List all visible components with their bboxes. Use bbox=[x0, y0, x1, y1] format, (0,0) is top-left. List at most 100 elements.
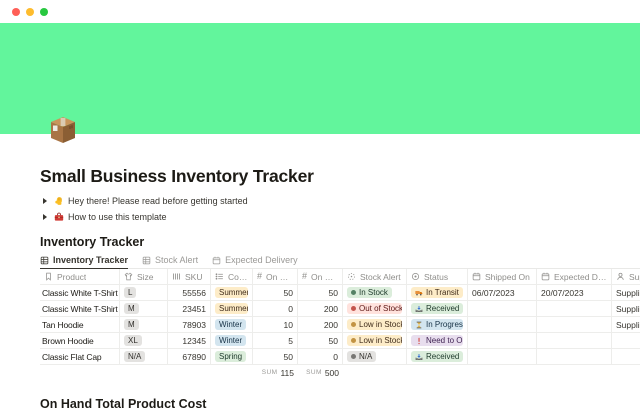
cell-product[interactable]: Tan Hoodie bbox=[40, 317, 120, 332]
table-row[interactable]: Brown Hoodie XL 12345 Winter 5 50 Low in Stock… bbox=[40, 333, 640, 349]
cell-supplier[interactable]: Supplier bbox=[612, 317, 640, 332]
table-header-row: ProductSizeSKUCollection#On Hand#On Orde… bbox=[40, 269, 640, 285]
column-header-stock_alert[interactable]: Stock Alert bbox=[343, 269, 407, 284]
cell-value: 67890 bbox=[182, 351, 206, 362]
cell-shipped_on[interactable] bbox=[468, 333, 537, 348]
table-row[interactable]: Classic Flat Cap N/A 67890 Spring 50 0 N/A Rece… bbox=[40, 349, 640, 365]
cell-sku[interactable]: 78903 bbox=[168, 317, 211, 332]
cell-on_order[interactable]: 200 bbox=[298, 317, 343, 332]
status-tag: Received bbox=[411, 351, 463, 362]
cell-sku[interactable]: 55556 bbox=[168, 285, 211, 300]
cell-stock_alert[interactable]: Low in Stock bbox=[343, 317, 407, 332]
toggle-item[interactable]: Hey there! Please read before getting st… bbox=[40, 193, 640, 209]
table-row[interactable]: Classic White T-Shirt M 23451 Summer 0 200 Out… bbox=[40, 301, 640, 317]
tab-stock-alert[interactable]: Stock Alert bbox=[142, 255, 198, 269]
cell-size[interactable]: M bbox=[120, 317, 168, 332]
cell-product[interactable]: Classic White T-Shirt bbox=[40, 285, 120, 300]
cell-sku[interactable]: 67890 bbox=[168, 349, 211, 364]
column-header-on_hand[interactable]: #On Hand bbox=[253, 269, 298, 284]
window-close-button[interactable] bbox=[12, 7, 20, 16]
page-body: Small Business Inventory Tracker Hey the… bbox=[0, 166, 640, 412]
window-maximize-button[interactable] bbox=[40, 7, 48, 16]
window-minimize-button[interactable] bbox=[26, 7, 34, 16]
cell-on_order[interactable]: 0 bbox=[298, 349, 343, 364]
table-row[interactable]: Tan Hoodie M 78903 Winter 10 200 Low in Stock I… bbox=[40, 317, 640, 333]
cell-value: 50 bbox=[328, 287, 338, 298]
toggle-arrow-icon[interactable] bbox=[43, 214, 47, 220]
cell-sku[interactable]: 12345 bbox=[168, 333, 211, 348]
cell-expected_delivery[interactable] bbox=[537, 317, 612, 332]
cell-status[interactable]: Received bbox=[407, 301, 468, 316]
cell-on_order[interactable]: 50 bbox=[298, 333, 343, 348]
column-header-sku[interactable]: SKU bbox=[168, 269, 211, 284]
column-label: On Order bbox=[311, 271, 338, 282]
cell-shipped_on[interactable] bbox=[468, 301, 537, 316]
footer-cell-on_hand[interactable]: SUM 115 bbox=[253, 368, 298, 378]
cell-expected_delivery[interactable] bbox=[537, 349, 612, 364]
cell-status[interactable]: Received bbox=[407, 349, 468, 364]
column-header-expected_delivery[interactable]: Expected Delivery bbox=[537, 269, 612, 284]
cell-size[interactable]: L bbox=[120, 285, 168, 300]
cell-value: 200 bbox=[323, 303, 338, 314]
toggle-label: Hey there! Please read before getting st… bbox=[68, 196, 248, 206]
cell-supplier[interactable]: Supplier bbox=[612, 285, 640, 300]
product-name: Tan Hoodie bbox=[42, 319, 84, 330]
tab-expected-delivery[interactable]: Expected Delivery bbox=[212, 255, 298, 269]
cell-shipped_on[interactable] bbox=[468, 349, 537, 364]
cell-collection[interactable]: Spring bbox=[211, 349, 253, 364]
cell-on_hand[interactable]: 50 bbox=[253, 285, 298, 300]
column-header-supplier[interactable]: Supplier bbox=[612, 269, 640, 284]
cell-expected_delivery[interactable]: 20/07/2023 bbox=[537, 285, 612, 300]
cell-status[interactable]: In Transit bbox=[407, 285, 468, 300]
cell-value: 5 bbox=[288, 335, 293, 346]
cell-collection[interactable]: Summer bbox=[211, 285, 253, 300]
cell-on_order[interactable]: 50 bbox=[298, 285, 343, 300]
cell-expected_delivery[interactable] bbox=[537, 333, 612, 348]
cell-on_hand[interactable]: 50 bbox=[253, 349, 298, 364]
cell-stock_alert[interactable]: Low in Stock bbox=[343, 333, 407, 348]
cell-on_hand[interactable]: 0 bbox=[253, 301, 298, 316]
footer-cell-on_order[interactable]: SUM 500 bbox=[298, 368, 343, 378]
table-row[interactable]: Classic White T-Shirt L 55556 Summer 50 50 In … bbox=[40, 285, 640, 301]
toggle-item[interactable]: How to use this template bbox=[40, 209, 640, 225]
column-header-shipped_on[interactable]: Shipped On bbox=[468, 269, 537, 284]
sum-value: 500 bbox=[324, 367, 339, 378]
cell-stock_alert[interactable]: N/A bbox=[343, 349, 407, 364]
cell-stock_alert[interactable]: In Stock bbox=[343, 285, 407, 300]
cell-status[interactable]: Need to Order bbox=[407, 333, 468, 348]
cell-size[interactable]: N/A bbox=[120, 349, 168, 364]
cell-supplier[interactable]: Supplier bbox=[612, 301, 640, 316]
cell-value: Supplier bbox=[616, 287, 640, 298]
cell-on_order[interactable]: 200 bbox=[298, 301, 343, 316]
column-header-size[interactable]: Size bbox=[120, 269, 168, 284]
cover-banner[interactable] bbox=[0, 23, 640, 134]
cell-collection[interactable]: Winter bbox=[211, 317, 253, 332]
cell-collection[interactable]: Winter bbox=[211, 333, 253, 348]
column-header-status[interactable]: Status bbox=[407, 269, 468, 284]
cell-product[interactable]: Brown Hoodie bbox=[40, 333, 120, 348]
cell-shipped_on[interactable] bbox=[468, 317, 537, 332]
cell-product[interactable]: Classic Flat Cap bbox=[40, 349, 120, 364]
column-header-product[interactable]: Product bbox=[40, 269, 120, 284]
cell-shipped_on[interactable]: 06/07/2023 bbox=[468, 285, 537, 300]
cell-sku[interactable]: 23451 bbox=[168, 301, 211, 316]
column-header-on_order[interactable]: #On Order bbox=[298, 269, 343, 284]
cell-value: 10 bbox=[283, 319, 293, 330]
package-icon[interactable] bbox=[45, 112, 81, 148]
cell-stock_alert[interactable]: Out of Stock bbox=[343, 301, 407, 316]
cell-product[interactable]: Classic White T-Shirt bbox=[40, 301, 120, 316]
cell-collection[interactable]: Summer bbox=[211, 301, 253, 316]
cell-expected_delivery[interactable] bbox=[537, 301, 612, 316]
cell-supplier[interactable] bbox=[612, 333, 640, 348]
inventory-table: ProductSizeSKUCollection#On Hand#On Orde… bbox=[40, 269, 640, 380]
cell-size[interactable]: M bbox=[120, 301, 168, 316]
cell-size[interactable]: XL bbox=[120, 333, 168, 348]
cell-on_hand[interactable]: 10 bbox=[253, 317, 298, 332]
toggle-arrow-icon[interactable] bbox=[43, 198, 47, 204]
column-header-collection[interactable]: Collection bbox=[211, 269, 253, 284]
cell-on_hand[interactable]: 5 bbox=[253, 333, 298, 348]
cell-status[interactable]: In Progress bbox=[407, 317, 468, 332]
tab-inventory-tracker[interactable]: Inventory Tracker bbox=[40, 255, 129, 269]
cell-supplier[interactable] bbox=[612, 349, 640, 364]
stock-alert-tag: Low in Stock bbox=[347, 335, 402, 346]
